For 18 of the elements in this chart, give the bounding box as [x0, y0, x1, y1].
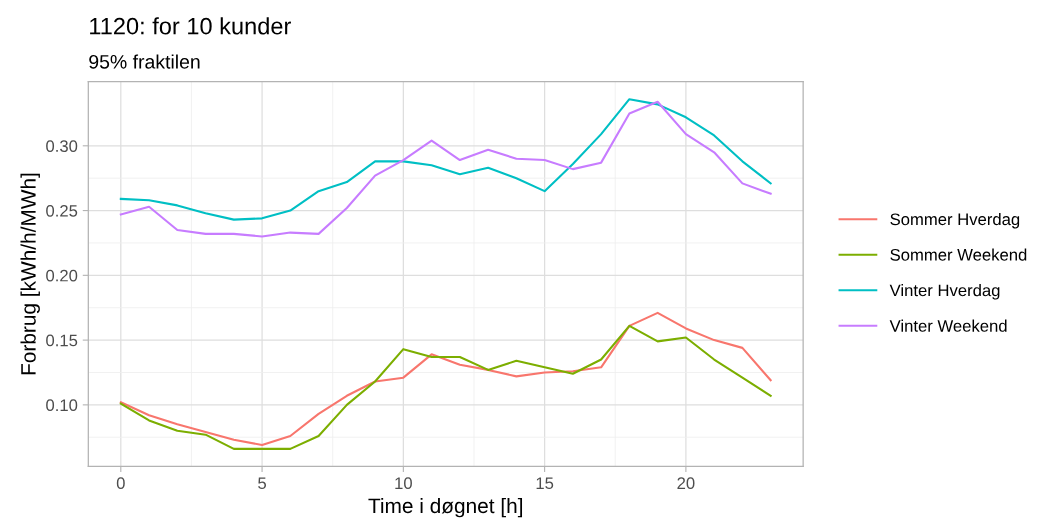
x-tick-label: 10 — [395, 477, 412, 490]
y-tick-label: 0.25 — [46, 204, 78, 217]
x-tick-label: 20 — [677, 477, 695, 490]
x-tick-label: 0 — [116, 477, 125, 490]
chart-title: 1120: for 10 kunder — [90, 17, 291, 35]
chart-subtitle: 95% fraktilen — [89, 54, 200, 69]
legend-label: Sommer Hverdag — [890, 212, 1020, 229]
y-tick-label: 0.30 — [46, 140, 78, 153]
legend-label: Vinter Hverdag — [889, 284, 1000, 300]
x-tick-label: 5 — [258, 477, 267, 490]
y-tick-label: 0.20 — [46, 269, 78, 282]
y-tick-label: 0.15 — [46, 334, 78, 347]
x-axis-title: Time i døgnet [h] — [368, 497, 523, 518]
y-tick-label: 0.10 — [46, 399, 78, 412]
y-axis-title: Forbrug [kWh/h/MWh] — [20, 173, 40, 375]
legend-label: Vinter Weekend — [889, 319, 1007, 332]
legend-label: Sommer Weekend — [890, 248, 1027, 261]
x-tick-label: 15 — [536, 477, 554, 490]
